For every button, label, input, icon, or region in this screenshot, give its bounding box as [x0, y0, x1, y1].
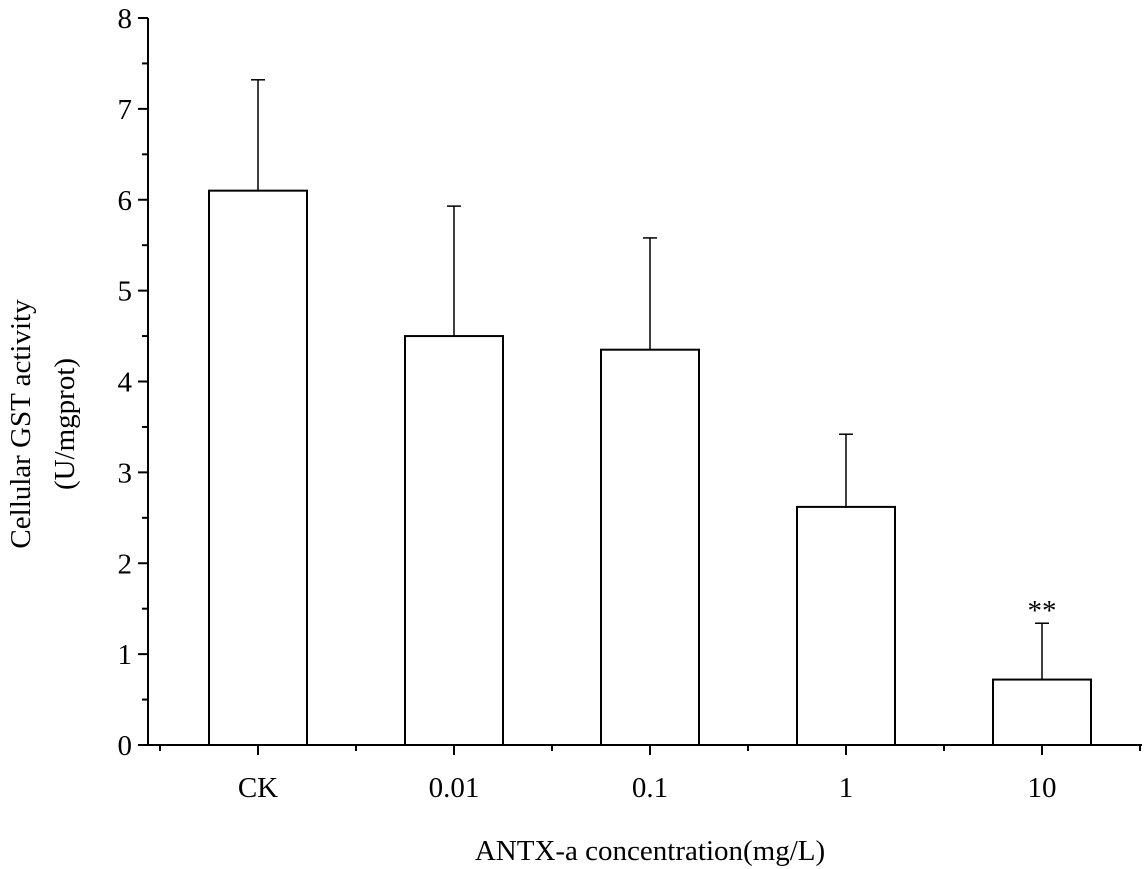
y-tick-label: 8	[118, 3, 133, 35]
y-tick-label: 7	[118, 94, 133, 126]
bar	[208, 189, 308, 747]
y-tick-label: 2	[118, 548, 133, 580]
y-tick-label: 3	[118, 457, 133, 489]
y-tick-label: 6	[118, 185, 133, 217]
bar	[600, 348, 700, 746]
x-axis-label: ANTX-a concentration(mg/L)	[475, 835, 825, 867]
significance-label: **	[1028, 595, 1057, 627]
bar	[796, 505, 896, 746]
chart-marks: **	[208, 79, 1092, 747]
y-tick-label: 4	[118, 367, 133, 399]
x-tick-label: 0.01	[429, 772, 480, 804]
x-tick-label: 0.1	[632, 772, 668, 804]
bar	[404, 335, 504, 746]
x-tick-label: 1	[839, 772, 854, 804]
x-tick-label: CK	[238, 772, 278, 804]
x-axis-ticks: CK 0.01 0.1 1 10	[159, 745, 1141, 804]
y-axis-ticks: 0 1 2 3 4 5 6 7 8	[118, 3, 148, 762]
y-axis-unit-label: (U/mgprot)	[49, 358, 81, 490]
x-tick-label: 10	[1028, 772, 1057, 804]
y-axis-label: Cellular GST activity	[5, 299, 37, 549]
bar	[992, 678, 1092, 747]
y-tick-label: 0	[118, 730, 133, 762]
y-tick-label: 5	[118, 276, 133, 308]
y-tick-label: 1	[118, 639, 133, 671]
